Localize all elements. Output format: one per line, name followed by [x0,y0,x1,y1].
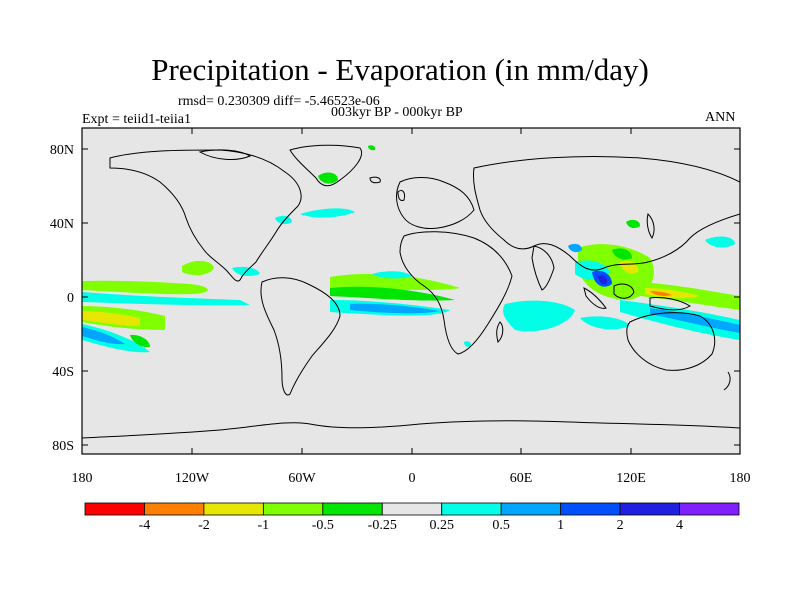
colorbar-swatch [322,502,383,516]
contour-fields [82,145,740,353]
coast-sumatra [583,287,607,309]
contour-sp-green2 [130,334,150,348]
colorbar-swatch [381,502,443,516]
colorbar-swatch [619,502,680,516]
coast-madagascar [496,321,504,343]
colorbar-label: -2 [198,518,210,533]
contour-central-america-green [182,260,214,276]
contour-wpac-blue [650,308,740,333]
contour-sp-blue [82,327,125,345]
contour-indian-cyan [503,300,575,332]
colorbar-label: 4 [676,518,684,533]
contour-sa-cyan [464,341,472,347]
contour-sp-cyan [82,324,150,353]
colorbar-swatch [203,502,264,516]
lon-tick-label: 60W [288,471,316,486]
colorbar-swatch [500,502,562,516]
coast-japan [646,213,655,239]
contour-greenland-green [318,172,338,184]
colorbar-swatch [262,502,324,516]
coast-new-zealand [723,371,731,391]
coast-new-guinea [649,297,691,311]
coast-uk [397,189,405,201]
contour-japan-green [626,219,640,229]
coast-iceland [369,176,381,184]
contour-sea-cyan [568,243,582,253]
coast-africa [399,231,513,355]
colorbar-label: -1 [257,518,270,533]
coast-europe [396,177,475,229]
lat-tick-label: 40N [50,217,74,232]
lat-tick-label: 80S [52,439,74,454]
contour-nat-cyan [300,208,355,218]
coast-south-america [260,277,341,396]
colorbar-swatch [560,502,621,516]
lon-tick-label: 60E [510,471,533,486]
contour-nwpac-cyan [705,236,735,248]
experiment-label: Expt = teiid1-teiia1 [82,112,191,127]
lon-tick-label: 180 [730,471,751,486]
contour-atlantic-green [330,273,460,290]
contour-arctic-green [368,145,376,151]
contour-wpac-yellow [645,288,700,299]
rmsd-diff-label: rmsd= 0.230309 diff= -5.46523e-06 [178,94,380,109]
colorbar-swatch [144,502,205,516]
plot-frame [81,127,741,455]
contour-wpac-orange [650,291,672,296]
lon-tick-label: 120W [175,471,210,486]
colorbar-label: 1 [557,518,565,533]
coast-australia [626,312,716,371]
contour-indian-cyan2 [580,316,630,330]
coast-arctic-islands [198,149,252,160]
colorbar-label: 0.25 [429,518,454,533]
lat-tick-label: 0 [67,291,74,306]
contour-atlantic-green2 [330,286,455,301]
colorbar-label: 2 [616,518,624,533]
lat-tick-label: 80N [50,143,74,158]
period-label: 003kyr BP - 000kyr BP [331,105,463,120]
contour-nat-cyan2 [275,215,292,225]
lat-tick-label: 40S [52,365,74,380]
map-title: Precipitation - Evaporation (in mm/day) [151,52,649,87]
colorbar-label: -0.5 [311,518,334,533]
contour-warmpool-green [578,244,654,300]
colorbar-swatch [441,502,502,516]
lon-tick-label: 0 [409,471,416,486]
season-label: ANN [705,110,736,125]
colorbar-swatch [679,502,740,516]
coastlines [82,144,740,439]
map-axes: 80N 40N 0 40S 80S 180 120W 60W 0 60E 120E 180 [50,128,751,486]
lon-tick-label: 180 [72,471,93,486]
contour-se-pacific-yellow [82,311,140,326]
coast-greenland [289,144,362,187]
coast-antarctica [82,420,740,439]
colorbar-swatch [84,502,145,516]
colorbar-label: -4 [138,518,151,533]
contour-atlantic-north-cyan [372,271,412,279]
coast-asia [473,155,740,271]
coast-north-america [109,149,302,282]
colorbar-label: -0.25 [367,518,397,533]
coast-india [531,245,555,291]
contour-wp-green2 [612,248,632,260]
colorbar [84,502,740,516]
contour-atlantic-blue [350,303,440,314]
contour-east-pacific-cyan [82,292,250,306]
coast-borneo [613,283,635,299]
colorbar-label: 0.5 [492,518,510,533]
contour-east-pacific-green [82,280,208,295]
contour-warmpool-darkblue [598,275,608,285]
lon-tick-label: 120E [616,471,646,486]
